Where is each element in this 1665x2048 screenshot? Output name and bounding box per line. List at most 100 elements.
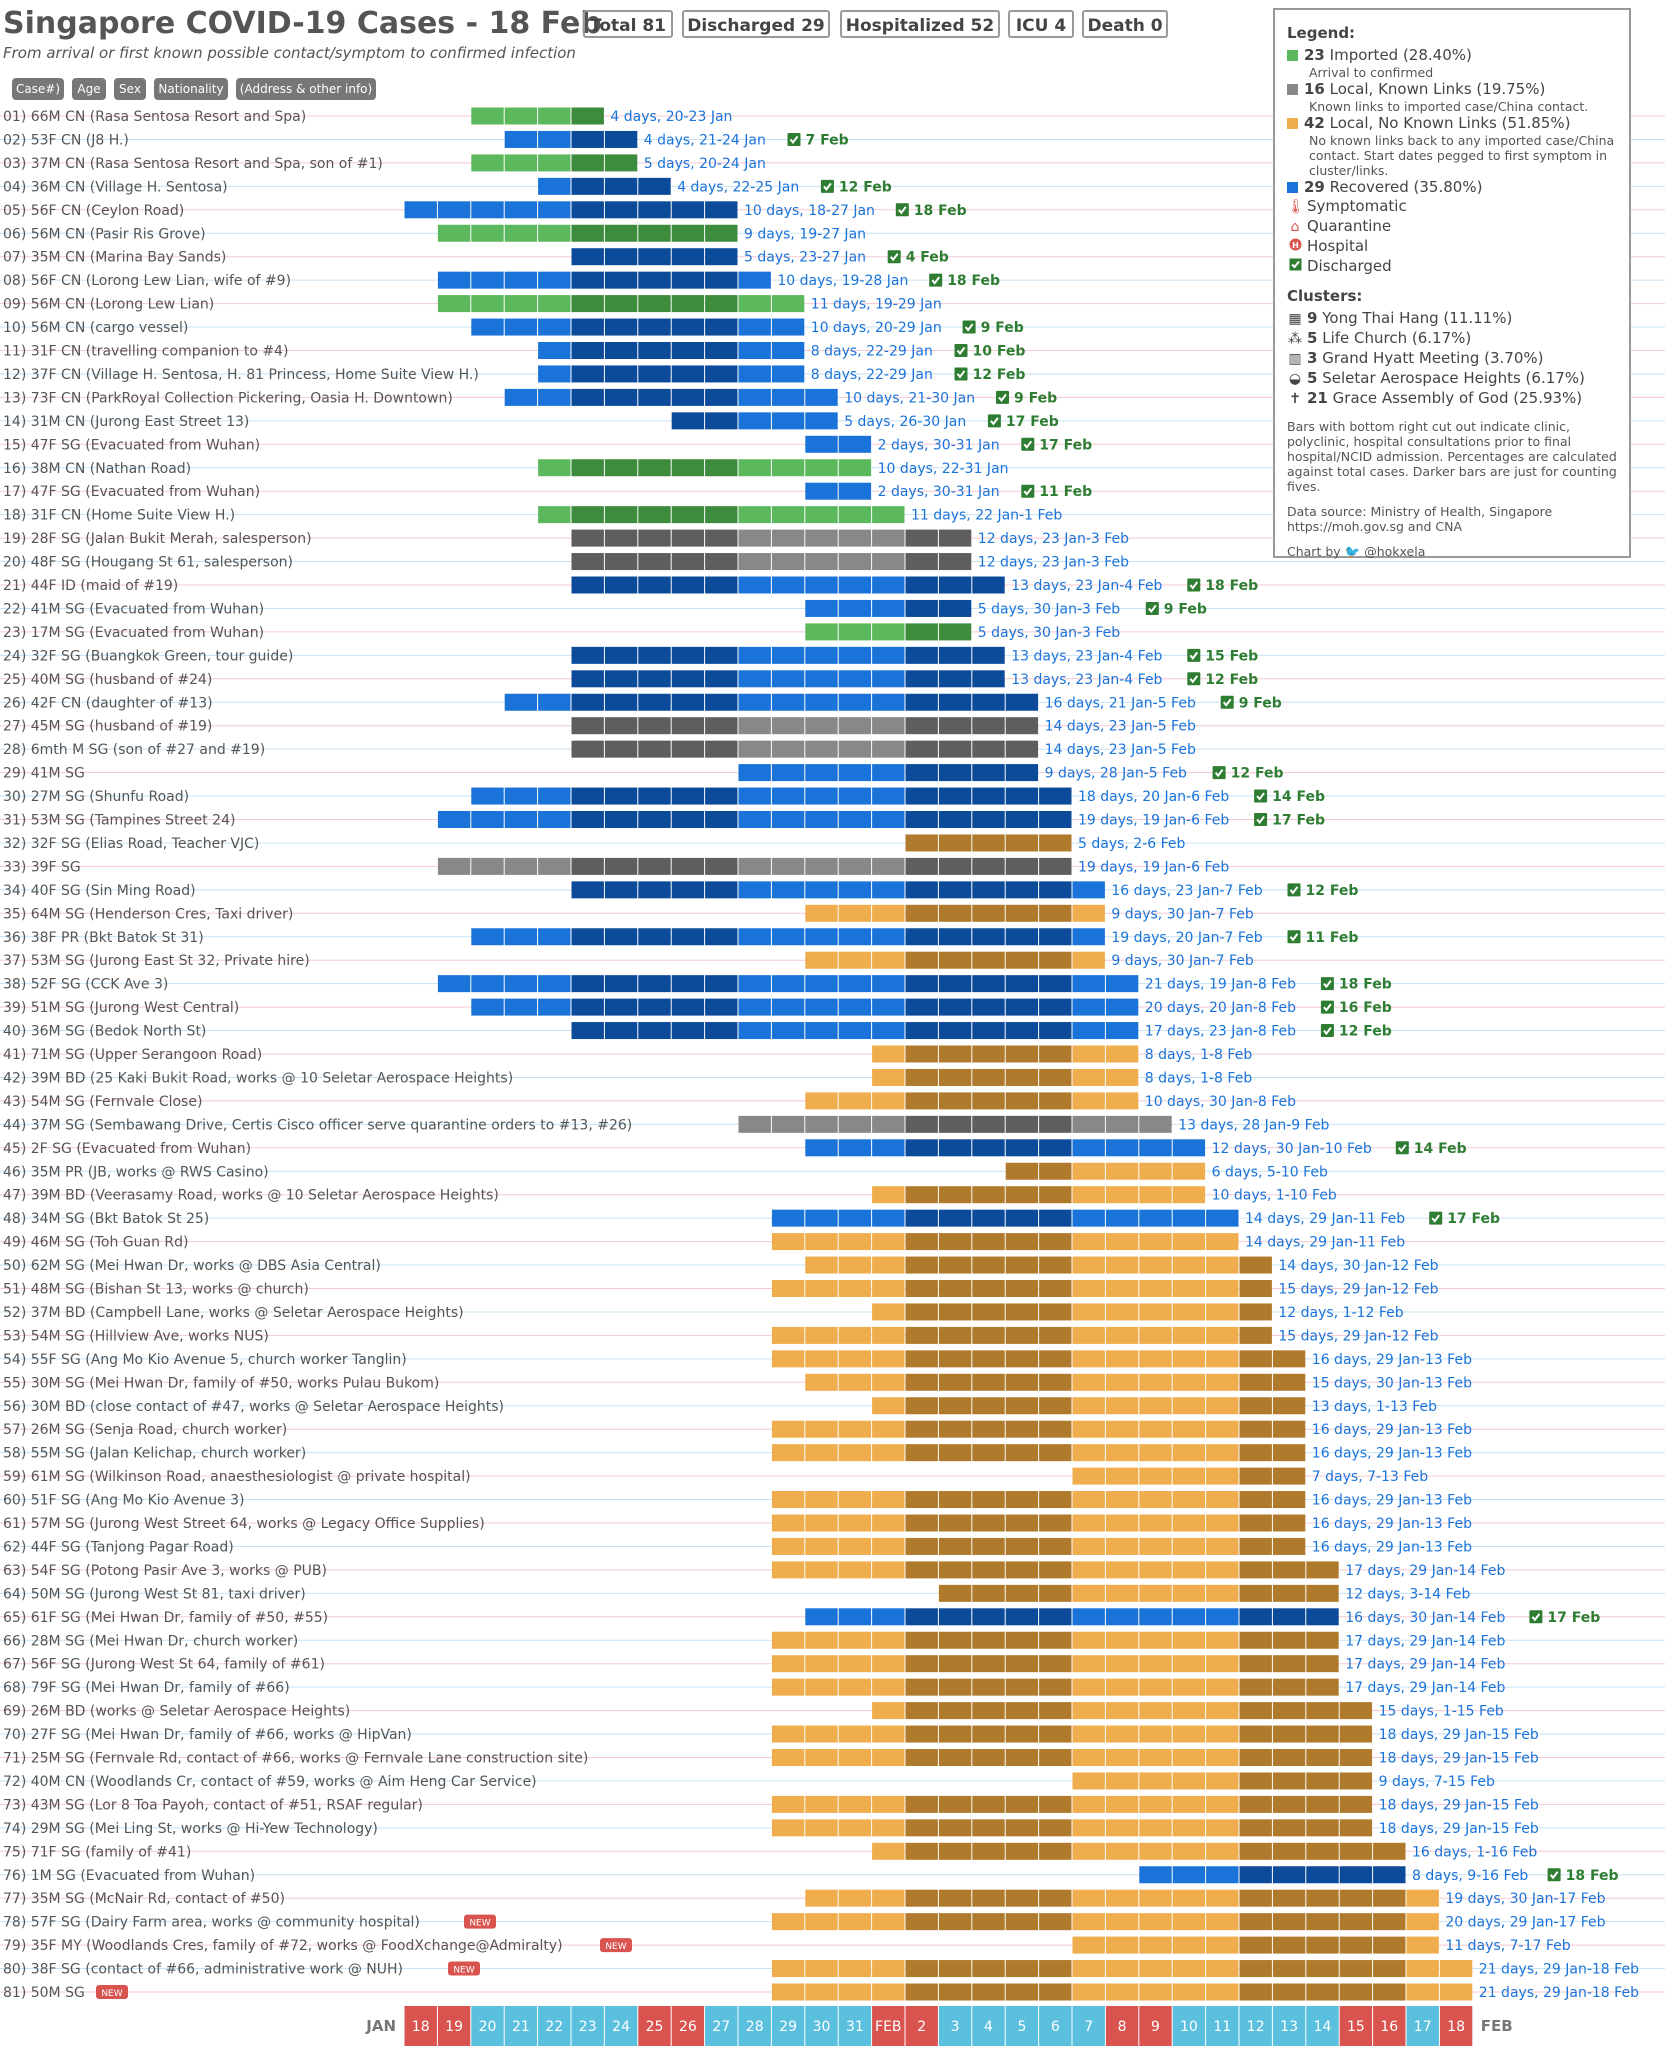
bar-day-cell xyxy=(1072,1725,1105,1743)
case-duration: 14 days, 30 Jan-12 Feb xyxy=(1278,1258,1438,1274)
bar-day-cell xyxy=(671,412,705,430)
bar-day-cell xyxy=(938,1795,972,1813)
date-tick-label: 18 xyxy=(1447,2019,1465,2035)
bar-day-cell xyxy=(1306,1913,1339,1931)
bar-day-cell xyxy=(1105,1444,1139,1462)
check-mark-icon xyxy=(1148,604,1157,614)
bar-day-cell xyxy=(838,717,872,735)
case-bar xyxy=(571,529,972,547)
bar-day-cell xyxy=(1172,1186,1206,1204)
bar-day-cell xyxy=(938,975,972,993)
bar-day-cell xyxy=(805,1326,838,1344)
shop-icon: ▦ xyxy=(1288,311,1302,327)
bar-day-cell xyxy=(1005,1561,1039,1579)
bar-day-cell xyxy=(771,1233,805,1251)
bar-day-cell xyxy=(805,506,838,524)
date-tick-label: 11 xyxy=(1213,2019,1231,2035)
case-label: 80) 38F SG (contact of #66, administrati… xyxy=(3,1962,403,1978)
bar-day-cell xyxy=(938,1068,972,1086)
case-bar xyxy=(571,881,1105,899)
bar-day-cell xyxy=(1206,1749,1239,1766)
bar-day-cell xyxy=(638,318,671,336)
bar-day-cell xyxy=(604,975,638,993)
date-cell xyxy=(1406,2006,1439,2046)
case-bar xyxy=(571,740,1039,758)
bar-day-cell xyxy=(771,459,805,477)
bar-day-cell xyxy=(1105,1397,1139,1415)
bar-day-cell xyxy=(771,1561,805,1579)
network-icon: ⁂ xyxy=(1288,331,1302,347)
check-mark-icon xyxy=(1256,792,1265,801)
bar-day-cell xyxy=(1306,1702,1339,1720)
bar-day-cell xyxy=(1172,1139,1206,1157)
bar-day-cell xyxy=(1039,1233,1072,1251)
bar-day-cell xyxy=(1339,1913,1373,1931)
bar-day-cell xyxy=(1339,1866,1373,1884)
bar-day-cell xyxy=(838,1256,872,1274)
bar-day-cell xyxy=(538,388,571,406)
check-mark-icon xyxy=(898,206,907,215)
case-bar xyxy=(805,623,972,641)
bar-day-cell xyxy=(905,1350,938,1368)
bar-day-cell xyxy=(972,693,1005,711)
bar-day-cell xyxy=(671,646,705,664)
bar-day-cell xyxy=(571,271,604,289)
bar-day-cell xyxy=(938,599,972,617)
bar-day-cell xyxy=(771,1444,805,1462)
bar-day-cell xyxy=(872,1209,905,1227)
bar-day-cell xyxy=(1139,1186,1172,1204)
case-bar xyxy=(437,295,805,313)
twitter-handle[interactable]: @hokxela xyxy=(1364,544,1426,559)
bar-day-cell xyxy=(938,717,972,735)
bar-day-cell xyxy=(1139,1139,1172,1157)
bar-day-cell xyxy=(1172,1772,1206,1790)
bar-day-cell xyxy=(571,107,604,125)
case-label: 75) 71F SG (family of #41) xyxy=(3,1844,191,1860)
case-duration: 8 days, 1-8 Feb xyxy=(1145,1047,1253,1063)
bar-day-cell xyxy=(972,951,1005,969)
bar-day-cell xyxy=(938,1139,972,1157)
bar-day-cell xyxy=(938,576,972,594)
bar-day-cell xyxy=(1039,1420,1072,1438)
bar-day-cell xyxy=(872,1725,905,1743)
bar-day-cell xyxy=(571,248,604,266)
bar-day-cell xyxy=(805,787,838,805)
case-label: 51) 48M SG (Bishan St 13, works @ church… xyxy=(3,1282,309,1298)
bar-day-cell xyxy=(1306,1889,1339,1907)
bar-day-cell xyxy=(1072,1772,1105,1790)
bar-day-cell xyxy=(1206,1772,1239,1790)
date-tick-label: 24 xyxy=(612,2019,630,2035)
bar-day-cell xyxy=(805,1631,838,1649)
bar-day-cell xyxy=(1172,1795,1206,1813)
bar-day-cell xyxy=(1105,1631,1139,1649)
case-duration: 11 days, 22 Jan-1 Feb xyxy=(911,508,1062,524)
case-label: 20) 48F SG (Hougang St 61, salesperson) xyxy=(3,555,293,571)
date-tick-label: 23 xyxy=(579,2019,597,2035)
case-duration: 11 days, 19-29 Jan xyxy=(811,297,942,313)
bar-day-cell xyxy=(1039,1303,1072,1321)
case-duration: 5 days, 30 Jan-3 Feb xyxy=(978,601,1120,617)
bar-day-cell xyxy=(1005,1209,1039,1227)
bar-day-cell xyxy=(905,1795,938,1813)
bar-day-cell xyxy=(838,1561,872,1579)
bar-day-cell xyxy=(738,295,771,313)
bar-day-cell xyxy=(604,130,638,148)
chart-title: Singapore COVID-19 Cases - 18 Feb xyxy=(3,6,602,41)
bar-day-cell xyxy=(805,435,838,453)
bar-day-cell xyxy=(972,1725,1005,1743)
bar-day-cell xyxy=(1105,1749,1139,1766)
case-duration: 5 days, 26-30 Jan xyxy=(844,414,966,430)
bar-day-cell xyxy=(972,904,1005,922)
case-duration: 12 days, 3-14 Feb xyxy=(1345,1586,1470,1602)
discharge-date: 18 Feb xyxy=(914,203,967,219)
check-mark-icon xyxy=(1189,651,1199,660)
case-label: 44) 37M SG (Sembawang Drive, Certis Cisc… xyxy=(3,1117,632,1133)
bar-day-cell xyxy=(972,787,1005,805)
bar-day-cell xyxy=(1206,1444,1239,1462)
case-duration: 10 days, 21-30 Jan xyxy=(844,390,975,406)
bar-day-cell xyxy=(1239,1819,1272,1837)
bar-day-cell xyxy=(805,998,838,1016)
bar-day-cell xyxy=(705,412,738,430)
case-duration: 2 days, 30-31 Jan xyxy=(878,484,1000,500)
